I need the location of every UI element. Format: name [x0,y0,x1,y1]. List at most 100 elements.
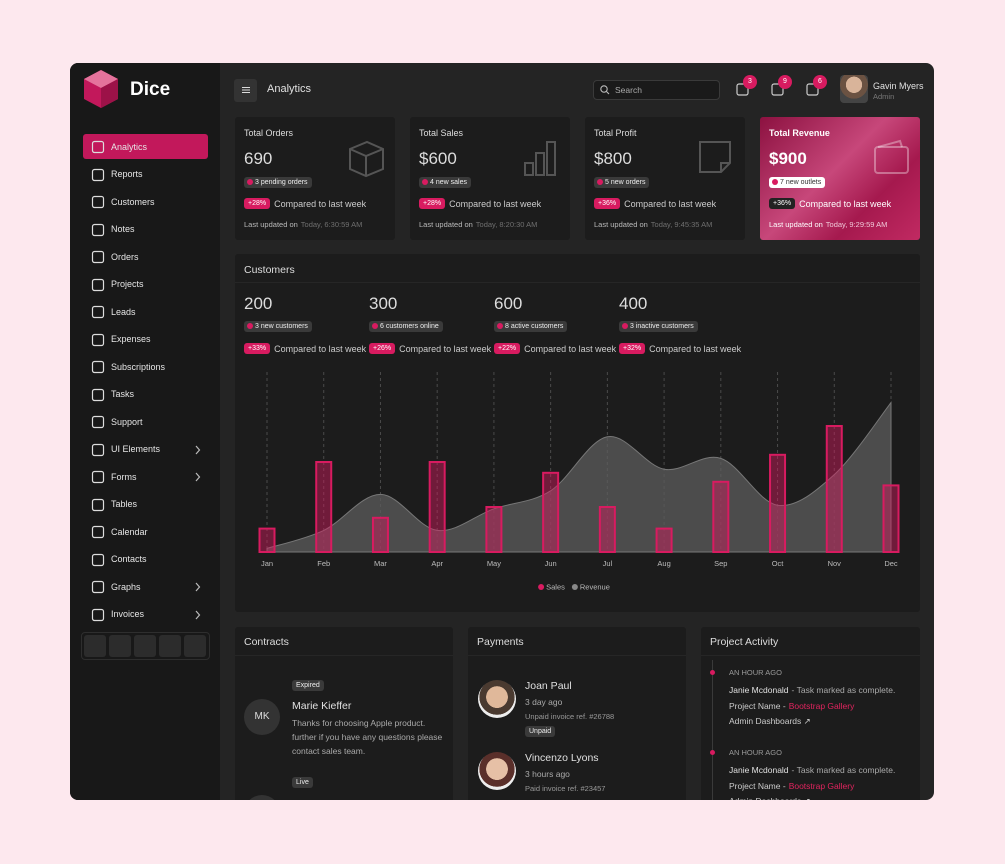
brand: Dice [130,78,171,100]
tool-button[interactable] [84,635,106,657]
change-text: Compared to last week [399,343,492,354]
change-pill: +28% [419,198,446,209]
customer-badge: 3 new customers [244,320,312,332]
nav-arrow [195,582,201,592]
nav-item[interactable]: Subscriptions [111,361,166,372]
icon-part [91,168,105,181]
nav-item[interactable]: Projects [111,279,144,290]
stat-change: +36% Compared to last week [769,198,891,209]
tool-button[interactable] [134,635,156,657]
bar [428,461,446,553]
change-pill: +26% [369,343,396,354]
icon-part [91,553,105,566]
activity-link[interactable]: Admin Dashboards ↗ [729,715,811,726]
project-link[interactable]: Bootstrap Gallery [788,701,855,711]
nav-item[interactable]: Orders [111,251,139,262]
stat-value: 690 [244,148,273,168]
payment-status: Unpaid [525,725,556,737]
nav-icon [91,608,105,621]
bar [485,506,503,553]
icon-part [242,87,250,93]
header-icon[interactable] [736,83,749,96]
nav-item[interactable]: Graphs [111,581,141,592]
nav-icon [91,223,105,236]
nav-item[interactable]: Customers [111,196,155,207]
payment-name: Joan Paul [525,679,572,692]
x-tick-label: Nov [828,559,842,568]
nav-item[interactable]: Contacts [111,554,147,565]
updated-time: Today, 6:30:59 AM [300,220,363,229]
nav-icon [91,580,105,594]
customer-change: +32% Compared to last week [619,343,741,354]
x-tick-label: Feb [317,559,330,568]
icon-part [91,415,105,429]
avatar[interactable] [840,75,868,103]
payment-time: 3 hours ago [525,768,570,779]
chart: Jan Feb Mar Apr May Jun Jul Aug Sep Oct Nov Dec Sale… [258,372,900,591]
nav-icon [91,168,105,181]
nav-arrow [195,472,201,482]
nav-arrow [195,445,201,454]
updated-time: Today, 9:29:59 AM [825,220,888,229]
icon-part [606,91,610,95]
tool-button[interactable] [184,635,206,657]
nav-item[interactable]: Tasks [111,389,135,400]
nav-item[interactable]: Tables [111,499,138,510]
card-title: Customers [244,263,295,276]
stat-icon [524,141,556,176]
stat-title: Total Sales [419,127,464,138]
card-header [235,254,920,283]
icon-part [806,83,819,96]
x-tick-label: Jun [545,559,557,568]
nav-item[interactable]: Analytics [111,141,148,152]
stat-badge: 7 new outlets [769,176,826,188]
tool-button[interactable] [109,635,131,657]
icon-part [91,360,105,374]
legend: Sales Revenue [538,582,610,591]
nav-item[interactable]: UI Elements [111,444,161,455]
icon-part [91,498,105,511]
x-tick-label: Jan [261,559,273,568]
nav-item[interactable]: Support [111,416,143,427]
change-text: Compared to last week [274,198,367,209]
sidebar [70,63,220,800]
project-link[interactable]: Bootstrap Gallery [788,781,855,791]
search-box[interactable] [593,80,720,100]
activity-link[interactable]: Admin Dashboards ↗ [729,795,811,806]
activity-user: Janie Mcdonald [729,685,789,695]
stat-updated: Last updated on Today, 6:30:59 AM [244,220,362,229]
x-tick-label: May [487,559,501,568]
card-title: Project Activity [710,635,779,648]
updated-label: Last updated on [419,220,473,229]
icon-part [91,608,105,621]
icon-part [546,141,556,176]
nav-item[interactable]: Invoices [111,609,145,620]
nav-item[interactable]: Expenses [111,334,151,345]
nav-icon [91,388,105,401]
nav-item[interactable]: Reports [111,169,143,180]
tool-button[interactable] [159,635,181,657]
customer-value: 300 [369,293,398,313]
icon-part [91,580,105,594]
change-text: Compared to last week [274,343,367,354]
payment-avatar [478,752,516,790]
user-name: Gavin Myers [873,80,924,91]
nav-item[interactable]: Leads [111,306,136,317]
nav-icon [91,140,105,154]
icon-part [600,85,608,93]
header-icon[interactable] [806,83,819,96]
customer-badge: 3 inactive customers [619,320,698,332]
activity-project: Project Name - Bootstrap Gallery [729,781,854,791]
nav-item[interactable]: Notes [111,224,135,235]
icon-part [195,445,201,454]
nav-item[interactable]: Forms [111,471,137,482]
activity-time: AN HOUR AGO [729,667,782,677]
payment-ref: Unpaid invoice ref. #26788 [525,711,615,721]
x-tick-label: Aug [657,559,670,568]
stat-icon [699,141,731,173]
header-icon[interactable] [771,83,784,96]
nav-icon [91,250,105,264]
nav-icon [91,553,105,566]
nav-item[interactable]: Calendar [111,526,148,537]
